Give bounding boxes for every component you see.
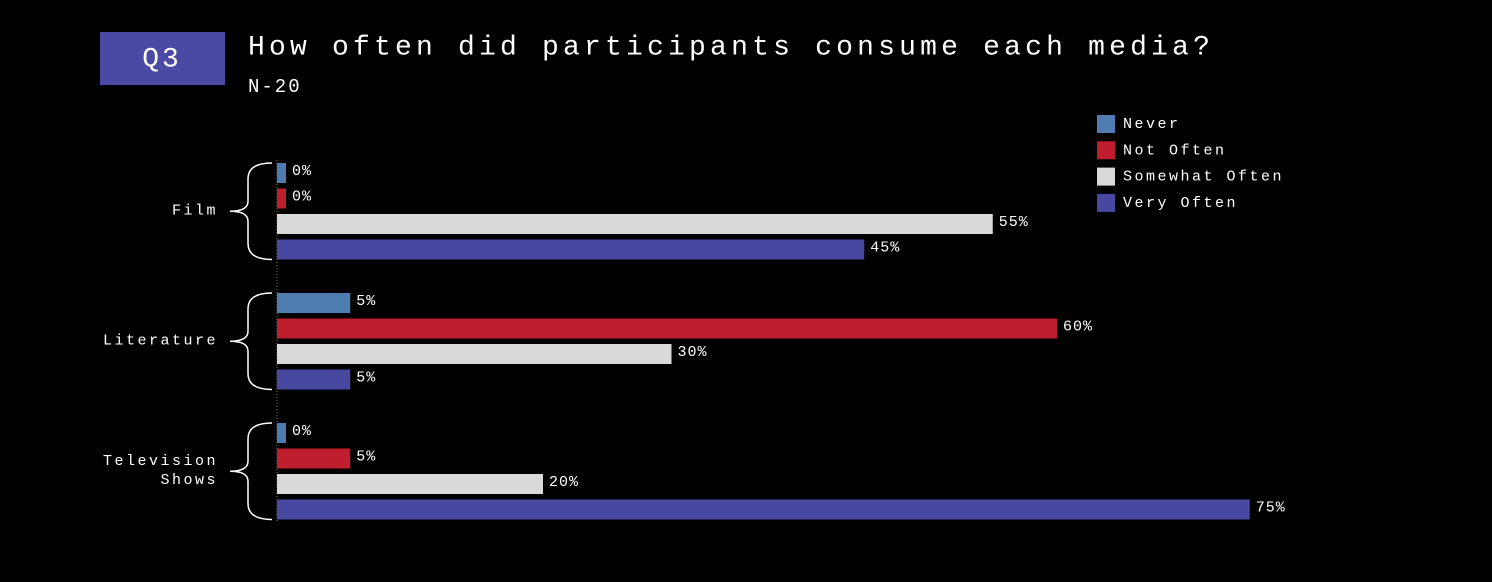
brace (229, 292, 273, 391)
value-label: 60% (1063, 318, 1093, 335)
chart-subtitle: N-20 (248, 76, 302, 98)
bar (277, 369, 351, 390)
brace (229, 422, 273, 521)
bar (277, 188, 286, 209)
legend-swatch (1097, 167, 1115, 186)
legend-label: Very Often (1123, 195, 1238, 212)
chart-title: How often did participants consume each … (248, 32, 1214, 63)
value-label: 45% (870, 239, 900, 256)
bar (277, 239, 865, 260)
bar (277, 474, 543, 494)
legend-label: Never (1123, 116, 1181, 133)
value-label: 0% (292, 423, 312, 440)
bar (277, 423, 286, 443)
bar (277, 499, 1250, 520)
bar (277, 318, 1057, 339)
category-label: Literature (102, 332, 218, 350)
value-label: 5% (356, 293, 376, 310)
legend-label: Somewhat Often (1123, 169, 1284, 186)
value-label: 0% (292, 163, 312, 180)
bar (277, 163, 286, 183)
legend-label: Not Often (1123, 142, 1227, 159)
legend-swatch (1097, 193, 1115, 212)
value-label: 30% (678, 344, 708, 361)
category-label: Television Shows (102, 453, 218, 490)
value-label: 5% (356, 369, 376, 386)
value-label: 75% (1256, 499, 1286, 516)
bar (277, 448, 351, 469)
brace (229, 162, 273, 261)
value-label: 20% (549, 474, 579, 491)
bar (277, 214, 993, 234)
legend-swatch (1097, 141, 1115, 160)
bar (277, 344, 672, 364)
badge: Q3 (142, 44, 182, 75)
value-label: 5% (356, 448, 376, 465)
badge-box (100, 32, 225, 85)
legend-swatch (1097, 115, 1115, 133)
value-label: 0% (292, 188, 312, 205)
category-label: Film (171, 202, 218, 220)
bar (277, 293, 351, 313)
value-label: 55% (999, 214, 1029, 231)
